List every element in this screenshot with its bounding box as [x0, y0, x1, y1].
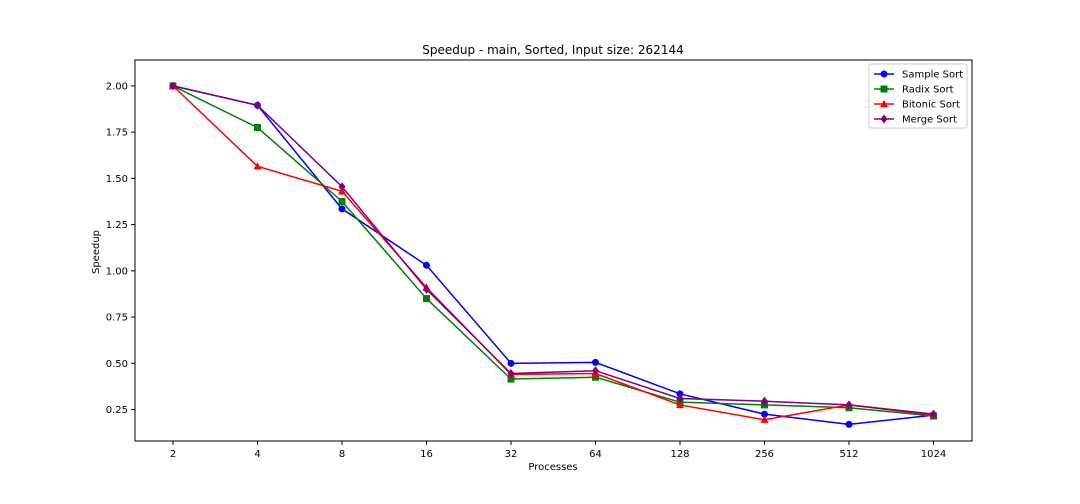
merge-sort-point — [423, 284, 430, 294]
chart-title: Speedup - main, Sorted, Input size: 2621… — [422, 43, 683, 57]
legend: Sample Sort Radix Sort Bitonic Sort Merge S… — [868, 63, 968, 129]
legend-label: Merge Sort — [902, 115, 957, 126]
legend-entry-bitonic-sort: Bitonic Sort — [874, 100, 960, 111]
sample-sort-point — [761, 410, 768, 418]
legend-entry-radix-sort: Radix Sort — [874, 85, 954, 96]
x-axis-label: Processes — [528, 462, 577, 473]
bitonic-sort-point — [253, 162, 262, 170]
x-tick-label: 16 — [420, 449, 433, 460]
legend-label: Radix Sort — [902, 85, 954, 96]
x-axis-ticks: 2 4 8 16 32 64 128 256 512 1024 — [170, 441, 946, 460]
x-tick-label: 64 — [589, 449, 602, 460]
y-axis-ticks: 0.25 0.50 0.75 1.00 1.25 1.50 1.75 2.00 — [106, 81, 135, 416]
y-tick-label: 2.00 — [106, 81, 128, 92]
x-tick-label: 8 — [339, 449, 345, 460]
x-tick-label: 1024 — [921, 449, 946, 460]
sample-sort-point — [845, 420, 853, 428]
bitonic-sort-point — [760, 415, 769, 423]
radix-sort-point — [254, 124, 261, 132]
radix-sort-point — [592, 373, 599, 381]
y-tick-label: 1.75 — [106, 128, 128, 139]
legend-marker — [880, 99, 888, 108]
sample-sort-point — [507, 359, 515, 367]
merge-sort-line — [172, 85, 934, 415]
merge-sort-point — [845, 400, 853, 410]
legend-marker — [880, 114, 888, 124]
x-tick-label: 128 — [670, 449, 689, 460]
legend-box — [868, 63, 968, 129]
x-tick-label: 512 — [839, 449, 858, 460]
y-tick-label: 1.25 — [106, 220, 128, 231]
merge-sort-point — [507, 368, 515, 378]
radix-sort-point — [423, 295, 430, 303]
sample-sort-point — [676, 390, 684, 398]
legend-entry-sample-sort: Sample Sort — [874, 70, 963, 81]
merge-sort-point — [169, 81, 177, 91]
legend-entry-merge-sort: Merge Sort — [874, 114, 957, 126]
sample-sort-point — [338, 205, 346, 213]
y-tick-label: 1.50 — [106, 174, 128, 185]
sample-sort-line — [172, 85, 934, 426]
bitonic-sort-line — [172, 85, 934, 421]
sample-sort-point — [592, 358, 599, 366]
merge-sort-point — [761, 396, 768, 406]
y-axis-label: Speedup — [91, 230, 102, 274]
legend-label: Bitonic Sort — [902, 100, 960, 111]
y-tick-label: 1.00 — [106, 266, 128, 277]
radix-sort-point — [507, 375, 515, 383]
plot-area — [134, 59, 973, 442]
sample-sort-point — [423, 261, 430, 269]
merge-sort-point — [676, 393, 684, 403]
y-tick-label: 0.25 — [106, 405, 128, 416]
radix-sort-point — [338, 197, 346, 205]
legend-marker — [880, 85, 888, 93]
legend-label: Sample Sort — [902, 70, 963, 81]
x-tick-label: 2 — [170, 449, 176, 460]
bitonic-sort-point — [676, 400, 684, 409]
y-tick-label: 0.75 — [106, 313, 128, 324]
series-merge-sort — [169, 81, 937, 419]
y-tick-label: 0.50 — [106, 359, 128, 370]
series-layer — [169, 81, 938, 428]
legend-marker — [880, 70, 888, 78]
radix-sort-line — [172, 85, 934, 417]
merge-sort-point — [254, 100, 261, 110]
x-tick-label: 4 — [254, 449, 260, 460]
merge-sort-point — [338, 182, 346, 192]
merge-sort-point — [592, 366, 599, 376]
x-tick-label: 256 — [755, 449, 774, 460]
merge-sort-point — [930, 409, 937, 419]
x-tick-label: 32 — [505, 449, 518, 460]
